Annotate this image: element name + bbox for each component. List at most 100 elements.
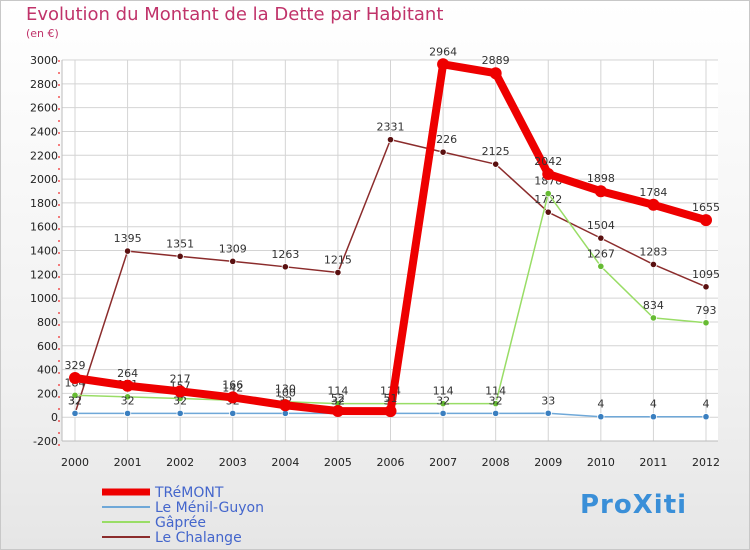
x-tick-label: 2007 [429, 456, 457, 469]
y-tick-label: 600 [37, 340, 58, 353]
data-label: 1095 [692, 268, 720, 281]
data-point [647, 198, 660, 211]
data-point [594, 185, 607, 198]
data-label: 264 [117, 367, 138, 380]
y-tick-label: 1600 [30, 221, 58, 234]
data-point [597, 262, 605, 270]
data-point [176, 252, 184, 260]
legend-label: Le Chalange [155, 530, 242, 546]
data-label: 2125 [482, 145, 510, 158]
data-label: 1655 [692, 201, 720, 214]
data-point [384, 405, 397, 418]
legend-label: Le Ménil-Guyon [155, 500, 264, 516]
data-label: 1898 [587, 172, 615, 185]
data-label: 1267 [587, 247, 615, 260]
x-tick-label: 2004 [271, 456, 299, 469]
y-tick-label: 800 [37, 316, 58, 329]
data-point [439, 409, 447, 417]
data-point [123, 409, 132, 417]
x-tick-label: 2005 [324, 456, 352, 469]
legend-label: Gâprée [155, 515, 206, 531]
data-point [439, 148, 447, 156]
data-label: 834 [643, 299, 664, 312]
x-tick-label: 2001 [114, 456, 142, 469]
data-label: 114 [485, 385, 506, 398]
y-tick-label: 400 [37, 364, 58, 377]
y-tick-label: 2600 [30, 102, 58, 115]
y-tick-label: 0 [51, 411, 58, 424]
x-tick-label: 2003 [219, 456, 247, 469]
data-label: 51 [384, 392, 398, 405]
data-label: 1395 [114, 232, 142, 245]
data-point [69, 372, 81, 385]
data-label: 1351 [166, 237, 194, 250]
data-label: 793 [696, 304, 717, 317]
data-point [71, 409, 79, 417]
data-label: 2889 [482, 54, 510, 67]
x-tick-label: 2010 [587, 456, 615, 469]
y-tick-label: 1800 [30, 197, 58, 210]
data-label: 2042 [534, 155, 562, 168]
data-point [544, 409, 552, 417]
x-tick-label: 2008 [482, 456, 510, 469]
data-label: 1283 [639, 245, 667, 258]
data-label: 4 [597, 398, 604, 411]
data-point [174, 385, 187, 398]
data-point [544, 189, 552, 198]
data-point [702, 413, 710, 421]
x-tick-label: 2012 [692, 456, 720, 469]
data-point [489, 67, 502, 80]
data-point [542, 168, 555, 181]
data-point [439, 400, 447, 408]
data-point [229, 409, 237, 417]
y-tick-label: 200 [37, 387, 58, 400]
data-point [544, 208, 552, 216]
x-tick-label: 2002 [166, 456, 194, 469]
data-point [334, 268, 342, 277]
y-tick-label: 2400 [30, 125, 58, 138]
data-point [649, 413, 658, 421]
data-point [492, 409, 500, 417]
data-label: 32 [68, 394, 82, 407]
data-label: 52 [331, 392, 345, 405]
data-point [597, 234, 605, 242]
data-label: 32 [436, 394, 450, 407]
x-tick-label: 2009 [534, 456, 562, 469]
y-tick-label: -200 [33, 435, 58, 448]
data-point [597, 413, 605, 421]
legend-label: TRéMONT [154, 485, 224, 501]
data-label: 33 [541, 394, 555, 407]
data-label: 329 [65, 359, 86, 372]
proxiti-logo: ProXiti [580, 490, 688, 520]
data-label: 1263 [271, 248, 299, 261]
data-label: 1504 [587, 219, 615, 232]
data-label: 4 [703, 398, 710, 411]
y-tick-label: 1400 [30, 245, 58, 258]
y-tick-label: 2800 [30, 78, 58, 91]
data-point [386, 136, 395, 144]
data-label: 32 [68, 394, 82, 407]
x-tick-label: 2011 [639, 456, 667, 469]
data-label: 166 [222, 378, 243, 391]
data-label: 2964 [429, 45, 457, 58]
data-point [176, 409, 184, 417]
chart-unit-label: (en €) [26, 27, 59, 40]
data-point [121, 379, 134, 392]
y-tick-label: 2200 [30, 149, 58, 162]
data-point [437, 58, 450, 71]
data-point [281, 263, 289, 271]
data-point [71, 391, 79, 399]
data-label: 142 [222, 381, 243, 394]
data-label: 1215 [324, 254, 352, 267]
x-tick-label: 2000 [61, 456, 89, 469]
data-point [123, 247, 132, 255]
data-point [649, 260, 658, 269]
data-label: 32 [121, 394, 135, 407]
chart-title: Evolution du Montant de la Dette par Hab… [26, 4, 444, 25]
data-point [702, 319, 710, 327]
data-label: 2331 [377, 121, 405, 134]
data-point [492, 400, 500, 408]
data-label: 32 [173, 394, 187, 407]
data-label: 1784 [639, 186, 667, 199]
